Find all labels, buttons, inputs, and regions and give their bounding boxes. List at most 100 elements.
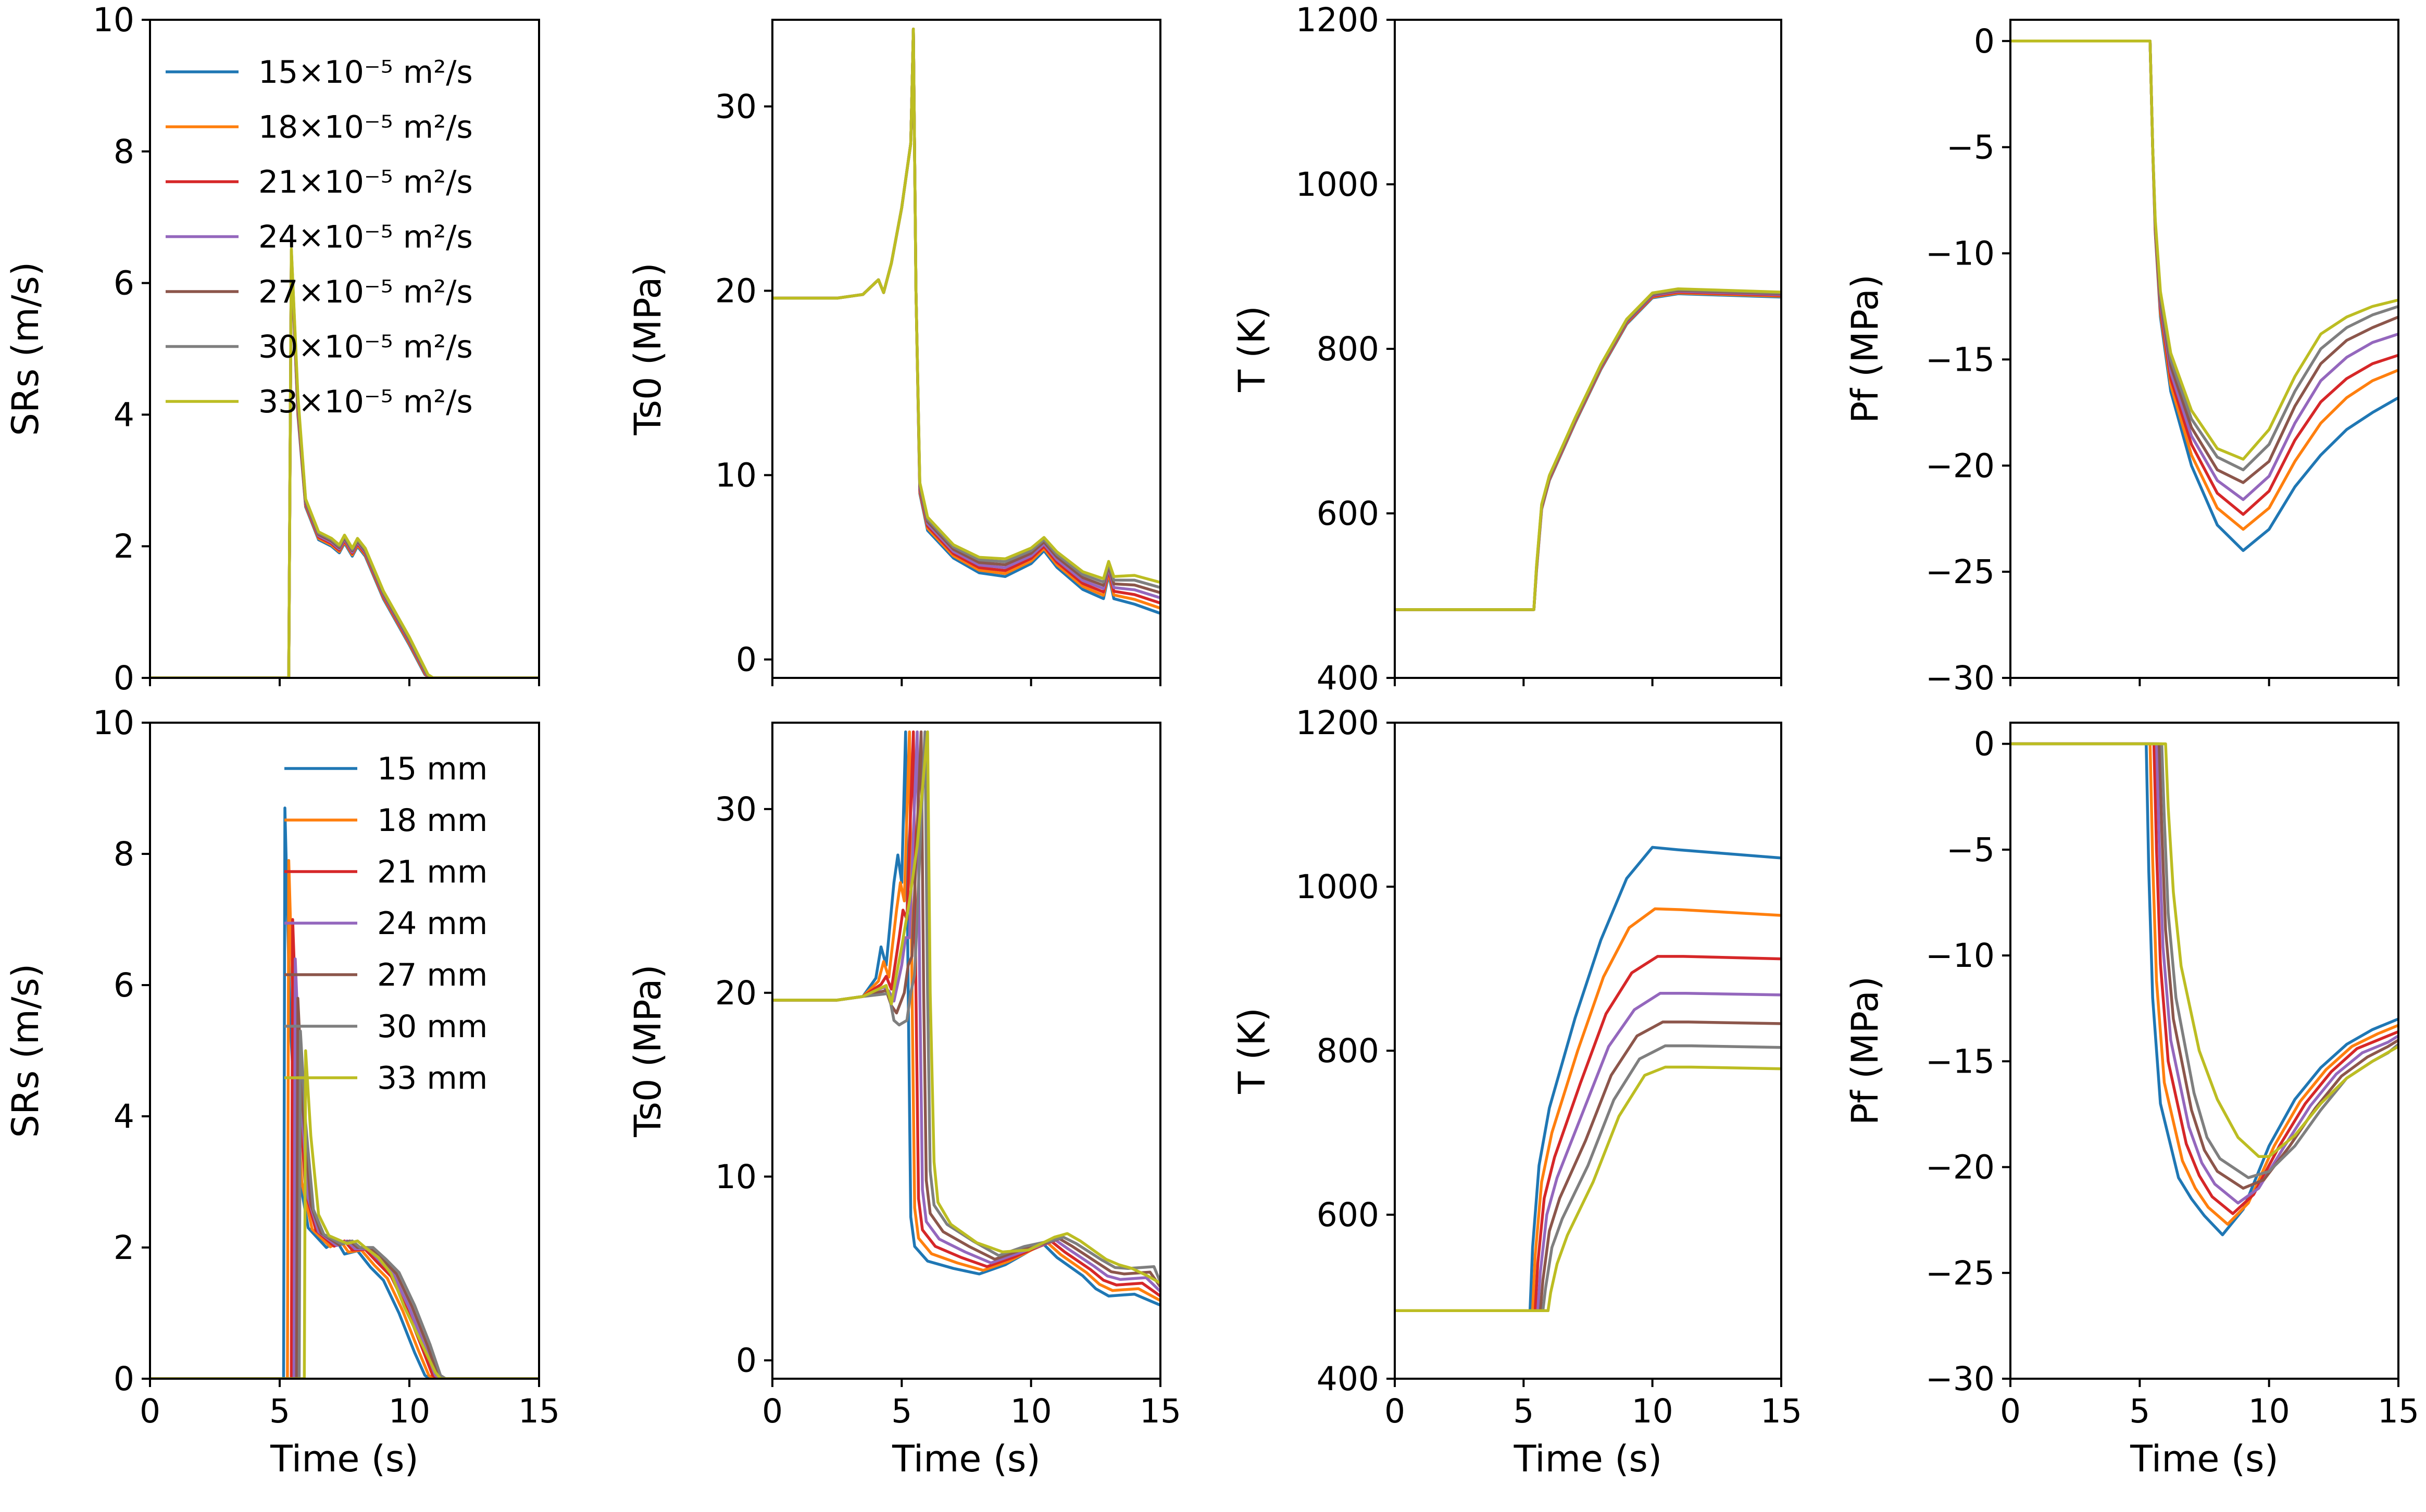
x-tick-label: 0 — [2000, 1392, 2021, 1430]
legend: 15 mm 18 mm 21 mm 24 mm 27 mm 30 mm 33 mm — [284, 751, 487, 1097]
x-tick-label: 5 — [891, 1392, 912, 1430]
y-tick-label: 0 — [1974, 22, 1995, 60]
series-line-2 — [2010, 742, 2398, 1226]
y-tick-label: 1000 — [1296, 166, 1379, 204]
y-tick-label: 20 — [715, 272, 757, 310]
y-tick-label: 0 — [736, 1342, 757, 1380]
y-tick-label: −25 — [1925, 553, 1995, 591]
axes-frame — [2009, 19, 2399, 679]
panel-top-t: 400 600 800 1000 1200 T (K) — [1231, 1, 1782, 697]
y-tick-label: −10 — [1925, 235, 1995, 273]
series-group — [772, 730, 1160, 1307]
legend-label: 18 mm — [377, 802, 487, 839]
y-axis-label: SRs (m/s) — [4, 964, 47, 1138]
series-line-4 — [1395, 992, 1781, 1313]
legend-label: 30 mm — [377, 1009, 487, 1045]
y-tick-label: −15 — [1925, 1042, 1995, 1080]
y-tick-label: 4 — [114, 1098, 134, 1136]
series-line-5 — [2010, 742, 2398, 1190]
legend-label: 18×10⁻⁵ m²/s — [258, 109, 473, 146]
y-tick-label: 400 — [1317, 1360, 1379, 1398]
x-tick-label: 5 — [269, 1392, 290, 1430]
y-tick-label: 0 — [114, 1360, 134, 1398]
series-line-6 — [772, 730, 1160, 1284]
axes-frame — [2009, 722, 2399, 1380]
series-group — [772, 27, 1160, 615]
y-axis-label: T (K) — [1231, 1007, 1273, 1094]
y-tick-label: 8 — [114, 835, 134, 873]
axes-frame — [771, 722, 1161, 1380]
series-line-5 — [1395, 1020, 1781, 1313]
axes-frame — [149, 722, 540, 1380]
y-tick-label: 0 — [114, 659, 134, 697]
series-group — [1395, 846, 1781, 1313]
series-line-3 — [2010, 742, 2398, 1215]
panel-top-srs: 0 2 4 6 8 10 SRs (m/s) 15×10⁻⁵ m²/s 18×10⁻⁵ m²/s… — [4, 1, 540, 697]
y-tick-label: 30 — [715, 87, 757, 125]
panel-top-pf: 0 −5 −10 −15 −20 −25 −30 Pf (MPa) — [1844, 19, 2399, 697]
series-line-6 — [1395, 1044, 1781, 1313]
series-group — [150, 807, 539, 1379]
x-tick-label: 10 — [1010, 1392, 1052, 1430]
y-axis-label: Pf (MPa) — [1844, 976, 1886, 1125]
x-tick-label: 5 — [1513, 1392, 1534, 1430]
legend-label: 21 mm — [377, 854, 487, 890]
panel-bottom-srs: 0 5 10 15 0 2 4 6 8 10 Time (s) SRs (m/s) 15 mm 18 mm… — [4, 704, 560, 1480]
y-tick-label: −20 — [1925, 1149, 1995, 1187]
y-tick-label: 1000 — [1296, 868, 1379, 906]
panel-bottom-ts0: 0 5 10 15 0 10 20 30 Time (s) Ts0 (MPa) — [627, 722, 1181, 1480]
panel-bottom-t: 0 5 10 15 400 600 800 1000 1200 Time (s) T (K) — [1231, 704, 1802, 1480]
y-tick-label: 800 — [1317, 1032, 1379, 1070]
y-axis-label: Pf (MPa) — [1844, 274, 1886, 423]
panel-top-ts0: 0 10 20 30 Ts0 (MPa) — [627, 19, 1161, 686]
y-tick-label: 4 — [114, 396, 134, 434]
series-line-3 — [1395, 955, 1781, 1313]
series-group — [2010, 742, 2398, 1237]
y-tick-label: 6 — [114, 966, 134, 1004]
series-group — [150, 247, 539, 678]
legend-label: 15×10⁻⁵ m²/s — [258, 54, 473, 91]
axes-frame — [149, 19, 540, 679]
series-line-7 — [2010, 742, 2398, 1158]
x-tick-label: 15 — [518, 1392, 560, 1430]
y-axis-label: Ts0 (MPa) — [627, 262, 669, 435]
series-line-3 — [772, 730, 1160, 1297]
y-tick-label: 8 — [114, 133, 134, 171]
x-tick-label: 0 — [140, 1392, 160, 1430]
legend-label: 27×10⁻⁵ m²/s — [258, 274, 473, 310]
x-tick-label: 5 — [2129, 1392, 2150, 1430]
y-tick-label: 10 — [715, 1158, 757, 1196]
y-tick-label: −10 — [1925, 937, 1995, 975]
x-axis-label: Time (s) — [892, 1438, 1041, 1480]
y-tick-label: 6 — [114, 264, 134, 303]
series-line-6 — [150, 1029, 539, 1379]
y-tick-label: 800 — [1317, 330, 1379, 368]
legend-label: 30×10⁻⁵ m²/s — [258, 329, 473, 366]
panels-layer: 0 2 4 6 8 10 SRs (m/s) 15×10⁻⁵ m²/s 18×10⁻⁵ m²/s… — [4, 1, 2419, 1480]
legend: 15×10⁻⁵ m²/s 18×10⁻⁵ m²/s 21×10⁻⁵ m²/s 24×1… — [166, 54, 473, 420]
x-axis-label: Time (s) — [2130, 1438, 2279, 1480]
x-tick-label: 10 — [1632, 1392, 1673, 1430]
series-line-1 — [1395, 846, 1781, 1313]
x-tick-label: 15 — [1760, 1392, 1802, 1430]
y-tick-label: −5 — [1946, 129, 1995, 167]
y-tick-label: −20 — [1925, 447, 1995, 485]
axes-frame — [771, 19, 1161, 679]
x-axis-label: Time (s) — [1514, 1438, 1662, 1480]
y-tick-label: 10 — [93, 704, 134, 742]
series-line-7 — [2010, 40, 2398, 461]
panel-bottom-pf: 0 5 10 15 0 −5 −10 −15 −20 −25 −30 Time (s) Pf (MPa) — [1844, 722, 2419, 1480]
x-axis-label: Time (s) — [270, 1438, 419, 1480]
series-line-1 — [772, 730, 1160, 1307]
y-tick-label: 1200 — [1296, 704, 1379, 742]
series-group — [1395, 287, 1781, 611]
series-line-7 — [1395, 287, 1781, 611]
x-tick-label: 0 — [762, 1392, 783, 1430]
series-line-7 — [1395, 1065, 1781, 1313]
y-tick-label: 2 — [114, 527, 134, 565]
x-tick-label: 15 — [1140, 1392, 1181, 1430]
y-tick-label: −30 — [1925, 1360, 1995, 1398]
y-tick-label: −30 — [1925, 659, 1995, 697]
